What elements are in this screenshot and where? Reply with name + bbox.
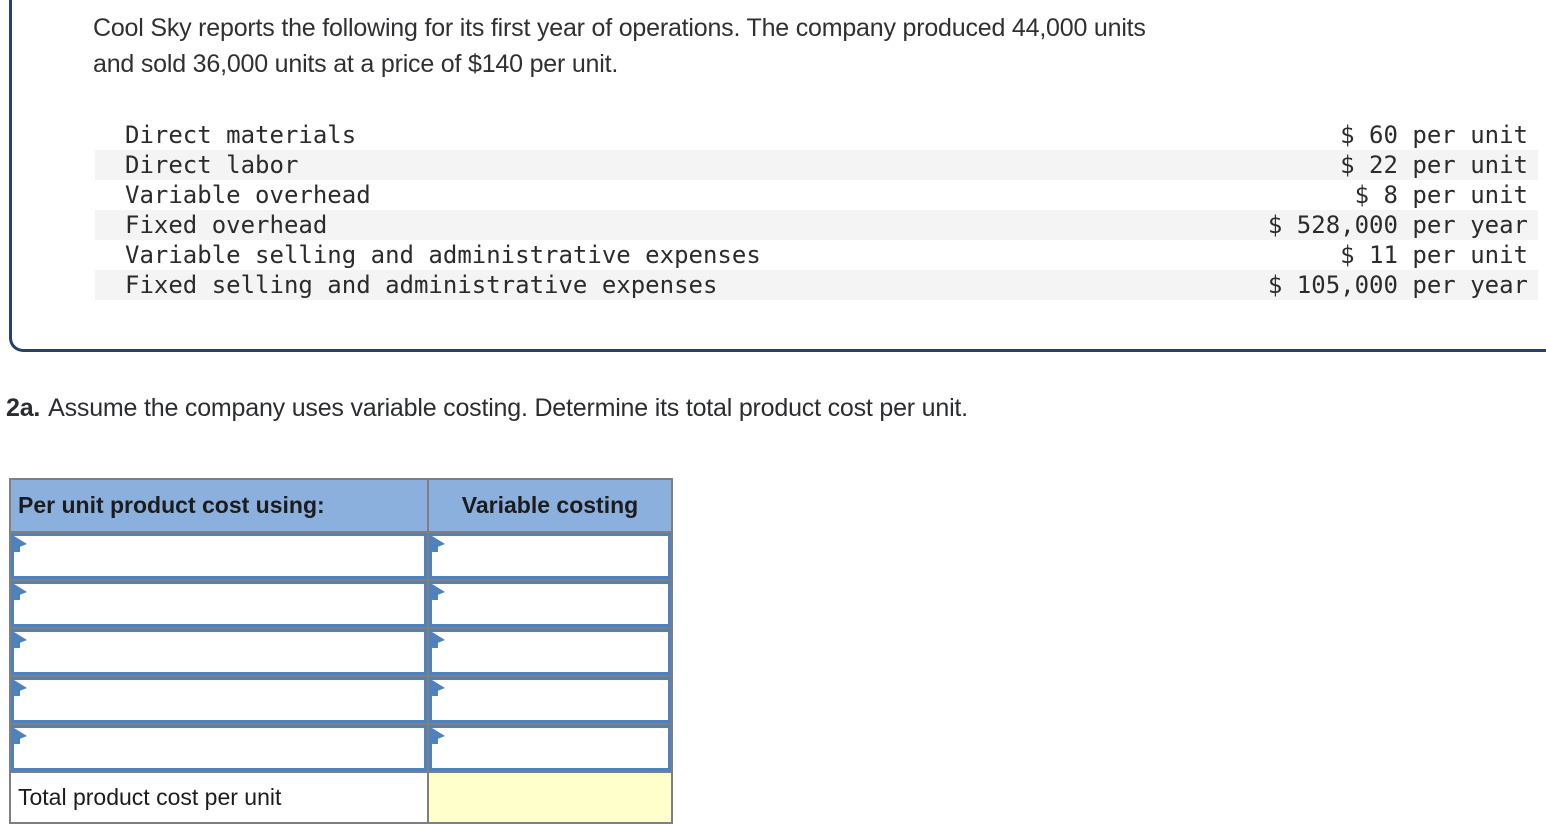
cost-row-variable-selling-admin: Variable selling and administrative expe… [95, 240, 1538, 270]
question-2a: 2a. Assume the company uses variable cost… [6, 394, 968, 423]
total-row-label: Total product cost per unit [11, 773, 429, 822]
input-cell-border [429, 725, 671, 771]
worksheet-input-cell-label[interactable] [11, 677, 429, 723]
worksheet-header-label: Per unit product cost using: [11, 480, 429, 531]
cost-value: $ 8 per unit [1354, 181, 1528, 209]
worksheet-input-cell-label[interactable] [11, 581, 429, 627]
input-cell-border [429, 533, 671, 579]
cost-label: Variable selling and administrative expe… [125, 241, 761, 269]
worksheet-input-cell-value[interactable] [429, 677, 671, 723]
worksheet-input-row [11, 531, 671, 579]
cost-row-direct-materials: Direct materials $ 60 per unit [95, 120, 1538, 150]
problem-panel: Cool Sky reports the following for its f… [9, 0, 1546, 352]
input-cell-border [429, 581, 671, 627]
cost-value: $ 60 per unit [1340, 121, 1528, 149]
worksheet-input-row [11, 627, 671, 675]
worksheet-header-row: Per unit product cost using: Variable co… [11, 480, 671, 531]
cost-value: $ 528,000 per year [1267, 211, 1528, 239]
cost-label: Fixed selling and administrative expense… [125, 271, 718, 299]
input-cell-border [11, 533, 427, 579]
worksheet-input-cell-value[interactable] [429, 581, 671, 627]
input-cell-border [429, 677, 671, 723]
worksheet-input-cell-value[interactable] [429, 725, 671, 771]
total-calculated-cell [429, 773, 671, 822]
worksheet-input-row [11, 579, 671, 627]
cost-table: Direct materials $ 60 per unit Direct la… [95, 120, 1538, 300]
input-cell-border [429, 629, 671, 675]
worksheet-input-cell-value[interactable] [429, 629, 671, 675]
cost-value: $ 22 per unit [1340, 151, 1528, 179]
worksheet-input-cell-label[interactable] [11, 629, 429, 675]
problem-statement: Cool Sky reports the following for its f… [93, 10, 1146, 82]
input-cell-border [11, 581, 427, 627]
question-text: Assume the company uses variable costing… [48, 394, 968, 422]
worksheet-input-cell-label[interactable] [11, 725, 429, 771]
cost-label: Fixed overhead [125, 211, 328, 239]
cost-row-direct-labor: Direct labor $ 22 per unit [95, 150, 1538, 180]
cost-label: Direct materials [125, 121, 357, 149]
input-cell-border [11, 677, 427, 723]
input-cell-border [11, 725, 427, 771]
worksheet-input-cell-value[interactable] [429, 533, 671, 579]
worksheet-total-row: Total product cost per unit [11, 771, 671, 822]
question-number: 2a. [6, 394, 41, 422]
worksheet-input-row [11, 723, 671, 771]
cost-label: Variable overhead [125, 181, 371, 209]
cost-row-fixed-selling-admin: Fixed selling and administrative expense… [95, 270, 1538, 300]
cost-value: $ 11 per unit [1340, 241, 1528, 269]
cost-label: Direct labor [125, 151, 299, 179]
problem-statement-line: and sold 36,000 units at a price of $140… [93, 50, 619, 78]
cost-row-fixed-overhead: Fixed overhead $ 528,000 per year [95, 210, 1538, 240]
input-cell-border [11, 629, 427, 675]
cost-value: $ 105,000 per year [1267, 271, 1528, 299]
worksheet-input-cell-label[interactable] [11, 533, 429, 579]
worksheet-header-variable-costing: Variable costing [461, 492, 639, 518]
problem-statement-line: Cool Sky reports the following for its f… [93, 14, 1146, 42]
worksheet-input-row [11, 675, 671, 723]
cost-row-variable-overhead: Variable overhead $ 8 per unit [95, 180, 1538, 210]
answer-worksheet: Per unit product cost using: Variable co… [9, 478, 673, 824]
